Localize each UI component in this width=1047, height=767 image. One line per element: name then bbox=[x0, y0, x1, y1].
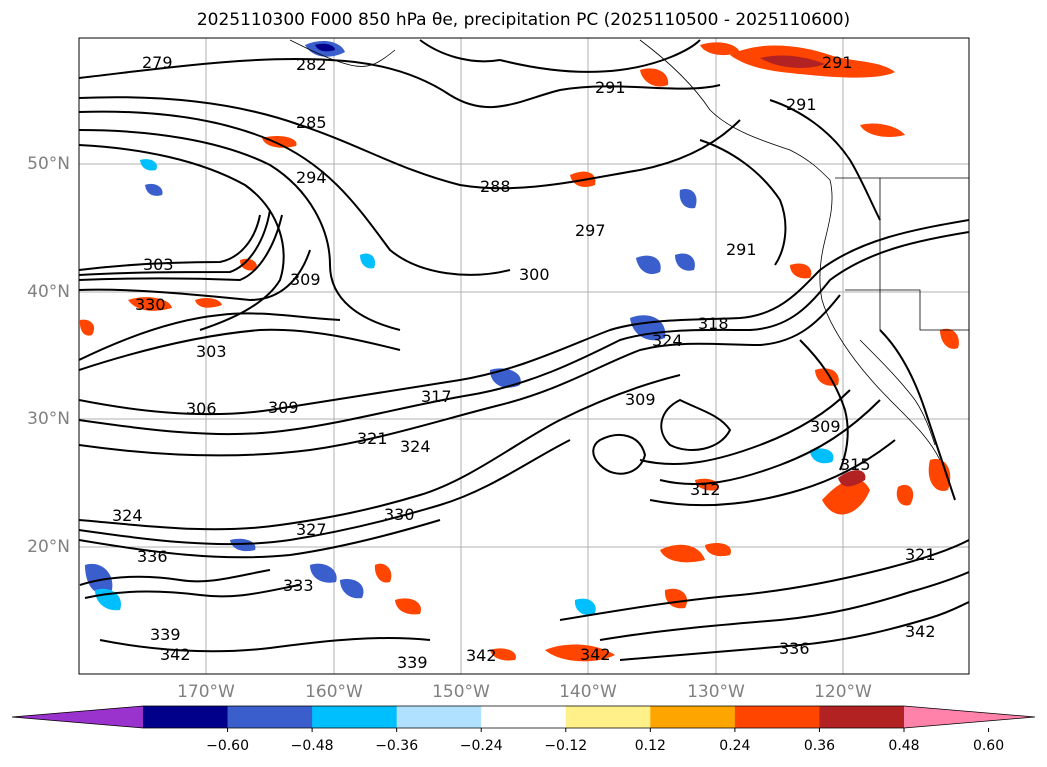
contour-label: 291 bbox=[726, 240, 757, 259]
contour-label: 321 bbox=[905, 545, 936, 564]
contour-label: 336 bbox=[137, 547, 168, 566]
colorbar-tick-label: −0.48 bbox=[290, 738, 334, 754]
colorbar-bin bbox=[312, 706, 398, 728]
colorbar-bin bbox=[734, 706, 820, 728]
colorbar-bin bbox=[819, 706, 905, 728]
contour-label: 291 bbox=[595, 78, 626, 97]
contour-label: 297 bbox=[575, 221, 606, 240]
colorbar-tick-label: 0.48 bbox=[888, 738, 920, 754]
colorbar-bin bbox=[143, 706, 229, 728]
contour-label: 285 bbox=[296, 113, 327, 132]
contour-label: 312 bbox=[690, 480, 721, 499]
lon-label: 160°W bbox=[305, 682, 363, 702]
contour-label: 330 bbox=[135, 295, 166, 314]
contour-label: 333 bbox=[283, 576, 314, 595]
contour-label: 342 bbox=[160, 645, 191, 664]
contour-label: 309 bbox=[625, 390, 656, 409]
colorbar bbox=[11, 705, 1036, 732]
contour-label: 327 bbox=[296, 520, 327, 539]
lon-label: 170°W bbox=[177, 682, 235, 702]
map-title: 2025110300 F000 850 hPa θe, precipitatio… bbox=[196, 10, 851, 30]
contour-label: 309 bbox=[268, 398, 299, 417]
lon-label: 130°W bbox=[687, 682, 745, 702]
contour-label: 324 bbox=[400, 437, 431, 456]
colorbar-bin bbox=[650, 706, 736, 728]
contour-label: 342 bbox=[580, 645, 611, 664]
contour-label: 309 bbox=[810, 417, 841, 436]
contour-label: 303 bbox=[196, 342, 227, 361]
contour-label: 317 bbox=[421, 387, 452, 406]
contour-label: 342 bbox=[905, 622, 936, 641]
colorbar-tick-label: −0.60 bbox=[206, 738, 249, 754]
lat-label: 20°N bbox=[27, 537, 70, 557]
colorbar-bin bbox=[227, 706, 313, 728]
contour-label: 324 bbox=[112, 506, 143, 525]
colorbar-extend-right bbox=[904, 706, 1035, 728]
colorbar-outline bbox=[11, 705, 1036, 729]
colorbar-bin bbox=[565, 706, 651, 728]
contour-label: 279 bbox=[142, 53, 173, 72]
colorbar-tick-label: 0.36 bbox=[803, 738, 836, 754]
colorbar-tick-label: −0.12 bbox=[544, 738, 588, 754]
contour-label: 342 bbox=[466, 646, 497, 665]
contour-label: 282 bbox=[296, 55, 327, 74]
contour-labels: 279 282 285 288 291 291 291 294 297 291 … bbox=[112, 53, 936, 672]
lat-label: 30°N bbox=[27, 409, 70, 429]
colorbar-tick-label: −0.24 bbox=[459, 738, 503, 754]
contour-label: 339 bbox=[150, 625, 181, 644]
lon-label: 120°W bbox=[814, 682, 872, 702]
colorbar-bin bbox=[396, 706, 482, 728]
contour-label: 300 bbox=[519, 265, 550, 284]
contour-label: 288 bbox=[480, 177, 511, 196]
colorbar-tick-label: −0.36 bbox=[375, 738, 419, 754]
contour-label: 330 bbox=[384, 505, 415, 524]
colorbar-tick-label: 0.24 bbox=[719, 738, 751, 754]
colorbar-extend-left bbox=[12, 706, 143, 728]
contour-label: 321 bbox=[357, 429, 388, 448]
contour-label: 315 bbox=[840, 455, 871, 474]
lat-label: 40°N bbox=[27, 282, 70, 302]
contour-label: 309 bbox=[290, 270, 321, 289]
contour-label: 324 bbox=[652, 331, 683, 350]
contour-label: 318 bbox=[698, 314, 729, 333]
contour-label: 336 bbox=[779, 639, 810, 658]
contour-label: 303 bbox=[143, 255, 174, 274]
contour-label: 294 bbox=[296, 168, 327, 187]
coastlines bbox=[289, 39, 969, 461]
contour-label: 306 bbox=[186, 399, 217, 418]
lon-label: 150°W bbox=[432, 682, 490, 702]
colorbar-bin bbox=[481, 706, 567, 728]
precip-patches bbox=[79, 40, 959, 662]
lat-label: 50°N bbox=[27, 154, 70, 174]
colorbar-tick-label: 0.12 bbox=[634, 738, 666, 754]
contour-label: 339 bbox=[397, 653, 428, 672]
contour-label: 291 bbox=[822, 53, 853, 72]
lon-label: 140°W bbox=[559, 682, 617, 702]
contour-label: 291 bbox=[786, 95, 817, 114]
colorbar-tick-label: 0.60 bbox=[972, 738, 1005, 754]
